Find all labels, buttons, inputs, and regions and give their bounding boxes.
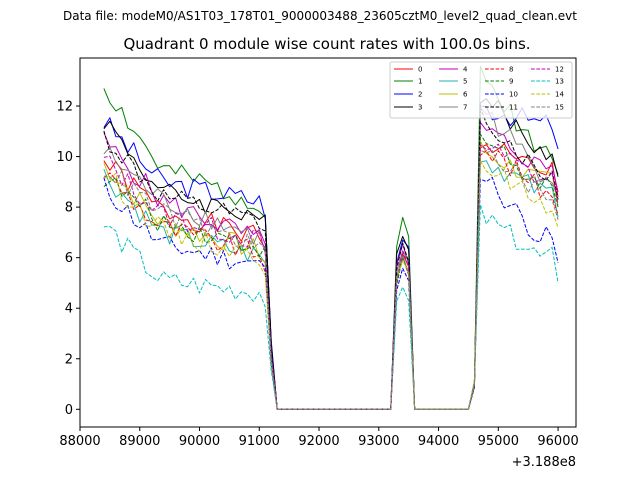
x-offset-label: +3.188e8 xyxy=(512,455,576,470)
legend-label-13: 13 xyxy=(555,78,564,86)
legend-label-12: 12 xyxy=(555,66,564,74)
x-axis: 88000 89000 90000 91000 92000 93000 94000 95000… xyxy=(59,427,579,449)
y-tick-label: 2 xyxy=(65,352,73,367)
legend-label-11: 11 xyxy=(509,104,518,112)
x-tick-label: 91000 xyxy=(239,434,280,449)
y-tick-label: 10 xyxy=(56,150,73,165)
y-tick-label: 8 xyxy=(65,201,73,216)
x-tick-label: 93000 xyxy=(358,434,399,449)
legend-label-10: 10 xyxy=(509,91,518,99)
legend-box xyxy=(389,61,573,119)
series-line-10 xyxy=(103,176,559,410)
series-line-9 xyxy=(103,133,559,410)
legend-label-15: 15 xyxy=(555,104,564,112)
legend-label-3: 3 xyxy=(418,104,422,112)
x-tick-label: 92000 xyxy=(298,434,339,449)
y-tick-label: 6 xyxy=(65,251,73,266)
legend-label-8: 8 xyxy=(509,66,513,74)
legend-label-6: 6 xyxy=(463,91,468,99)
axes-frame xyxy=(79,57,577,428)
legend-label-9: 9 xyxy=(509,78,513,86)
figure-suptitle: Data file: modeM0/AS1T03_178T01_90000034… xyxy=(63,9,577,23)
legend-label-4: 4 xyxy=(463,66,468,74)
legend-label-1: 1 xyxy=(418,78,422,86)
series-line-15 xyxy=(103,149,559,410)
x-tick-label: 90000 xyxy=(179,434,220,449)
x-tick-label: 88000 xyxy=(59,434,100,449)
y-tick-label: 0 xyxy=(65,403,73,418)
series-line-8 xyxy=(103,150,559,410)
legend-label-14: 14 xyxy=(555,91,564,99)
x-tick-label: 96000 xyxy=(537,434,578,449)
legend-label-5: 5 xyxy=(463,78,467,86)
y-axis: 0 2 4 6 8 10 12 xyxy=(56,100,80,418)
x-tick-label: 95000 xyxy=(478,434,519,449)
y-tick-label: 4 xyxy=(65,302,73,317)
chart-title: Quadrant 0 module wise count rates with … xyxy=(123,35,530,53)
legend-label-0: 0 xyxy=(418,66,422,74)
y-tick-label: 12 xyxy=(56,100,73,115)
legend-label-2: 2 xyxy=(418,91,422,99)
x-tick-label: 89000 xyxy=(119,434,160,449)
legend-label-7: 7 xyxy=(463,104,467,112)
x-tick-label: 94000 xyxy=(418,434,459,449)
